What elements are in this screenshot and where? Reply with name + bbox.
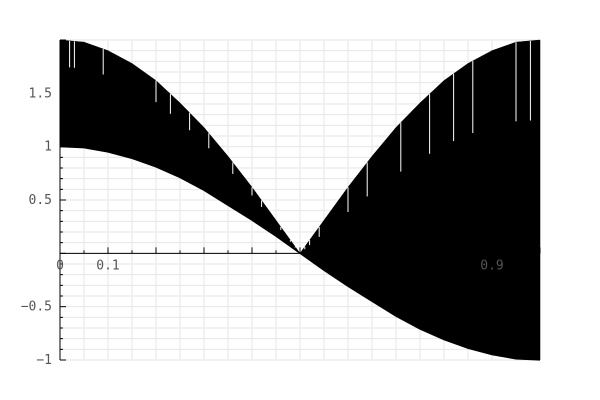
axes: 1.5 1 0.5 −0.5 −1 0 0.1 0.9 [21,39,541,368]
x-tick-label: 0.9 [480,258,503,273]
y-tick-label: 0.5 [29,193,52,208]
y-tick-label: 1 [44,140,52,155]
y-tick-label: −1 [36,353,52,368]
x-tick-label: 0 [56,258,64,273]
x-tick-label: 0.1 [96,258,119,273]
y-tick-label: −0.5 [21,300,52,315]
y-tick-label: 1.5 [29,86,52,101]
